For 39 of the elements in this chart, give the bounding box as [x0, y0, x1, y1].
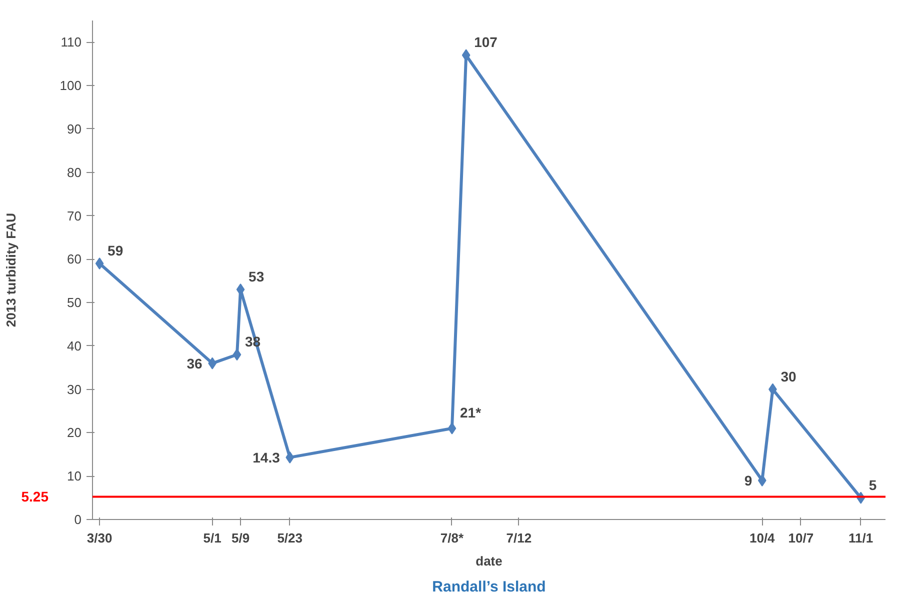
data-label: 59 — [108, 242, 124, 258]
data-label: 107 — [474, 34, 498, 50]
y-tick-label: 60 — [67, 252, 82, 267]
point — [232, 348, 242, 361]
x-tick-label: 10/4 — [749, 530, 776, 546]
y-axis-title: 2013 turbidity FAU — [4, 212, 18, 328]
y-tick-label: 70 — [67, 208, 82, 224]
x-tick-label: 11/1 — [848, 530, 874, 546]
y-tick-label: 50 — [67, 295, 82, 310]
y-tick-label: 110 — [60, 34, 82, 50]
point — [286, 451, 294, 464]
y-tick-label: 30 — [67, 382, 82, 397]
y-tick-label: 90 — [67, 121, 82, 136]
y-tick-label: 20 — [67, 425, 82, 440]
point — [448, 422, 456, 434]
x-tick-label: 5/23 — [277, 530, 303, 546]
y-tick-label: 40 — [67, 338, 82, 354]
data-label: 9 — [744, 472, 752, 488]
y-tick-label: 100 — [60, 78, 82, 94]
x-tick-label: 5/1 — [203, 530, 222, 546]
data-label: 36 — [186, 355, 203, 372]
y-tick-label: 10 — [67, 468, 82, 484]
ref-line-label: 5.25 — [21, 488, 49, 505]
x-axis-title: date — [476, 554, 502, 568]
data-label: 53 — [248, 268, 264, 285]
y-tick-label: 80 — [67, 164, 82, 180]
x-tick-label: 7/8* — [440, 530, 464, 546]
x-tick-label: 10/7 — [788, 530, 814, 546]
x-tick-label: 7/12 — [506, 530, 532, 546]
data-label: 30 — [780, 368, 797, 384]
point — [758, 474, 766, 486]
point — [95, 257, 104, 270]
data-label: 5 — [868, 476, 877, 493]
y-tick-label: 0 — [74, 512, 82, 527]
text: Randall’s Island — [432, 578, 546, 596]
x-tick-label: 5/9 — [231, 530, 250, 546]
data-label: 14.3 — [252, 449, 280, 466]
data-label: 21* — [460, 404, 482, 420]
x-tick-label: 3/30 — [86, 530, 112, 546]
